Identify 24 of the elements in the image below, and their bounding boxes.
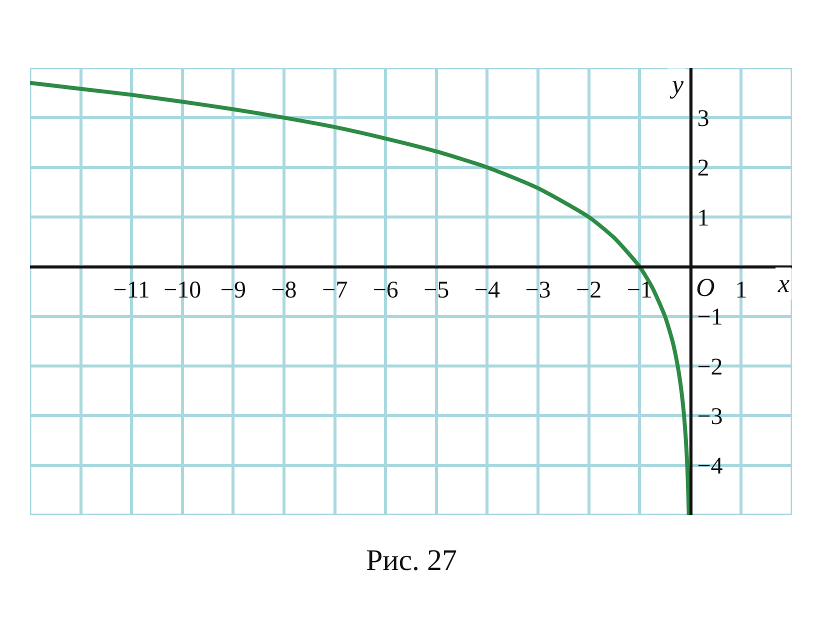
x-tick-label: −8	[271, 277, 297, 304]
x-axis-title: x	[777, 269, 790, 298]
x-tick-label: 1	[735, 277, 748, 304]
annotation: O	[696, 273, 715, 302]
text: Рис. 27	[366, 544, 458, 577]
y-tick-label: −3	[697, 404, 723, 430]
x-tick-label: −4	[474, 277, 500, 304]
x-tick-label: −5	[424, 277, 450, 304]
y-tick-label: 1	[697, 205, 710, 232]
x-tick-label: −2	[576, 277, 602, 304]
y-tick-label: −4	[697, 454, 723, 480]
x-tick-label: −1	[626, 277, 652, 304]
x-tick-label: −3	[525, 277, 551, 304]
x-tick-label: −7	[322, 277, 348, 304]
y-tick-label: −2	[697, 354, 723, 380]
x-tick-label: −6	[372, 277, 398, 304]
y-tick-label: 3	[697, 106, 710, 132]
x-tick-label: −11	[113, 277, 150, 304]
y-axis-title: y	[669, 70, 684, 99]
y-tick-label: −1	[697, 304, 723, 331]
line-series	[30, 80, 691, 515]
x-tick-label: −9	[220, 277, 246, 304]
y-tick-label: 2	[697, 156, 710, 182]
x-tick-label: −10	[164, 277, 202, 304]
